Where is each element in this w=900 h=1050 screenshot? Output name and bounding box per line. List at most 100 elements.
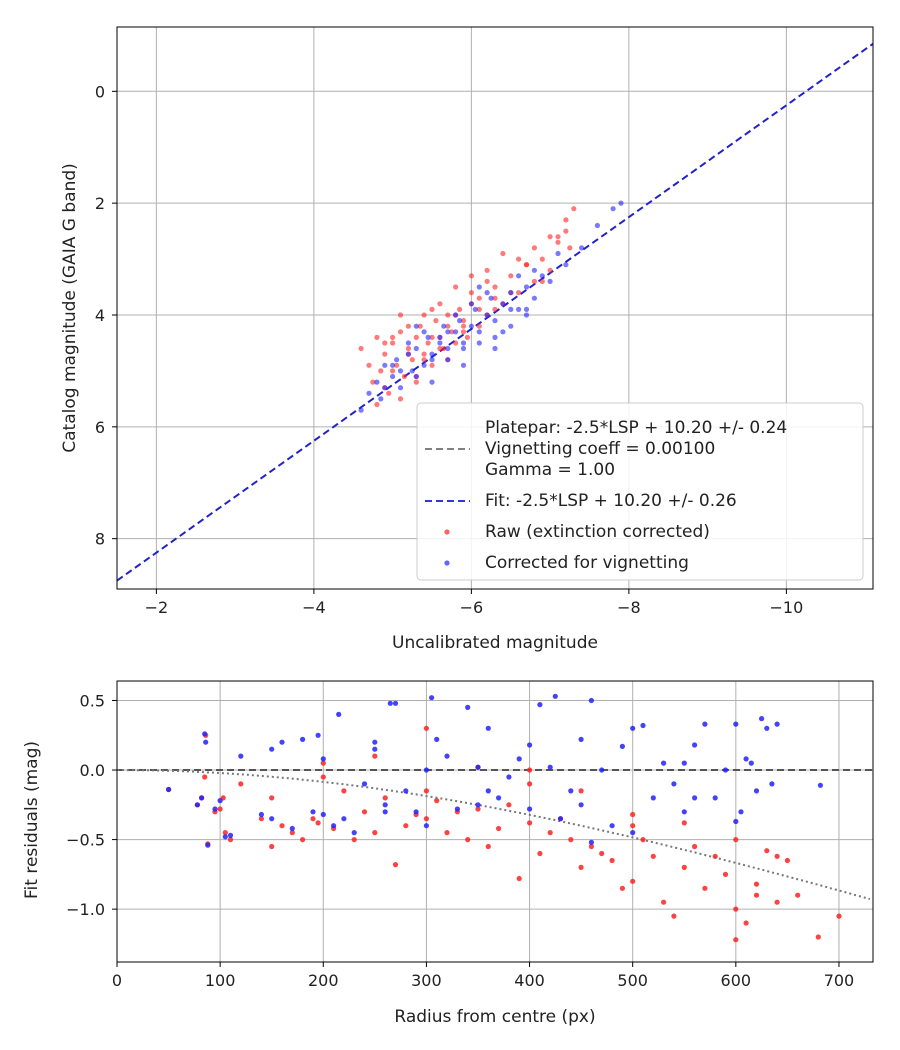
top-x-tick-label: −4 — [302, 598, 326, 617]
bot-point-series-0 — [269, 795, 275, 801]
bot-point-series-1 — [202, 731, 208, 737]
bot-point-series-0 — [516, 875, 522, 882]
bot-point-series-0 — [403, 823, 409, 829]
top-point-series-1 — [468, 323, 474, 329]
bot-point-series-1 — [361, 781, 368, 787]
bot-point-series-0 — [320, 774, 326, 780]
top-point-series-0 — [571, 206, 577, 212]
bot-point-series-1 — [351, 830, 357, 836]
top-point-series-1 — [531, 267, 538, 273]
top-point-series-1 — [488, 295, 494, 301]
bot-point-series-0 — [630, 823, 636, 829]
bot-y-tick-label: −0.5 — [66, 831, 105, 850]
bot-point-series-1 — [650, 795, 656, 801]
top-point-series-1 — [508, 290, 514, 296]
top-point-series-1 — [378, 396, 384, 402]
top-point-series-1 — [413, 373, 419, 380]
bot-point-series-1 — [320, 811, 326, 818]
bot-point-series-1 — [759, 716, 765, 722]
top-point-series-0 — [421, 357, 427, 363]
bot-y-tick-label: 0.0 — [80, 761, 105, 780]
top-point-series-0 — [358, 345, 364, 352]
top-point-series-0 — [484, 278, 490, 284]
bot-point-series-0 — [320, 760, 326, 766]
top-point-series-0 — [563, 228, 569, 234]
bot-x-tick-label: 0 — [112, 971, 122, 990]
bot-point-series-1 — [722, 767, 729, 773]
bot-point-series-1 — [444, 753, 450, 759]
bot-point-series-1 — [269, 816, 275, 822]
top-point-series-0 — [476, 323, 482, 329]
bot-point-series-1 — [578, 736, 584, 743]
top-point-series-0 — [449, 329, 455, 335]
bot-point-series-0 — [423, 725, 429, 731]
top-point-series-1 — [472, 306, 478, 312]
bot-point-series-1 — [269, 746, 275, 752]
bot-point-series-1 — [527, 806, 533, 812]
top-point-series-1 — [437, 340, 443, 346]
top-point-series-1 — [460, 340, 467, 346]
top-point-series-0 — [453, 340, 459, 346]
bot-point-series-0 — [392, 862, 399, 868]
top-point-series-1 — [390, 373, 396, 380]
top-y-tick-label: 0 — [95, 82, 105, 101]
bot-point-series-1 — [496, 795, 502, 801]
top-point-series-0 — [370, 379, 376, 385]
bot-point-series-1 — [336, 711, 342, 718]
top-point-series-1 — [508, 306, 514, 312]
bot-point-series-0 — [733, 937, 739, 943]
bot-point-series-1 — [599, 767, 605, 773]
top-point-series-0 — [476, 306, 482, 312]
bot-point-series-1 — [485, 725, 491, 731]
legend-label: Raw (extinction corrected) — [485, 522, 710, 542]
bot-point-series-1 — [547, 764, 553, 770]
bot-point-series-0 — [372, 830, 378, 836]
legend-marker-key — [444, 529, 450, 535]
top-point-series-1 — [492, 334, 498, 340]
top-point-series-1 — [445, 345, 451, 352]
bot-point-series-0 — [753, 881, 760, 887]
bot-point-series-0 — [650, 853, 656, 859]
top-y-tick-label: 4 — [95, 306, 105, 325]
bot-point-series-0 — [836, 913, 842, 919]
top-plot-frame — [116, 26, 874, 590]
bot-point-series-0 — [743, 920, 749, 926]
top-point-series-1 — [397, 368, 404, 374]
bot-point-series-1 — [769, 781, 775, 787]
bot-point-series-1 — [199, 795, 205, 801]
top-point-series-1 — [405, 340, 411, 346]
top-point-series-1 — [531, 295, 538, 301]
residuals-plot: 0 100 200 300 400 500 600 700 0.5 0.0 −0.5 −1.0 Rad… — [22, 680, 874, 1027]
bot-point-series-1 — [300, 736, 306, 743]
top-point-series-1 — [453, 329, 459, 335]
bot-point-series-1 — [661, 760, 667, 766]
bot-point-series-0 — [361, 809, 368, 815]
bot-point-series-0 — [640, 837, 646, 843]
bot-point-series-1 — [630, 725, 636, 731]
bot-x-tick-label: 500 — [617, 971, 648, 990]
top-point-series-0 — [445, 312, 451, 318]
bot-point-series-0 — [733, 837, 739, 843]
bot-point-series-0 — [774, 899, 780, 905]
bot-point-series-0 — [300, 837, 306, 843]
bot-point-series-0 — [217, 806, 223, 812]
top-point-series-0 — [429, 306, 435, 312]
top-point-series-1 — [523, 312, 530, 318]
top-point-series-0 — [382, 340, 388, 346]
top-point-series-0 — [492, 306, 498, 312]
top-point-series-0 — [539, 256, 545, 262]
bot-point-series-0 — [578, 788, 584, 794]
bot-point-series-0 — [702, 885, 708, 891]
bot-point-series-1 — [382, 809, 388, 815]
bot-point-series-0 — [568, 837, 574, 843]
top-point-series-0 — [460, 329, 467, 335]
bot-point-series-1 — [485, 788, 491, 794]
top-point-series-1 — [405, 351, 411, 357]
bot-point-series-0 — [578, 864, 584, 871]
bot-point-series-1 — [733, 818, 739, 825]
top-point-series-0 — [429, 362, 435, 368]
top-y-tick-label: 2 — [95, 194, 105, 213]
top-point-series-1 — [441, 323, 447, 329]
top-point-series-1 — [476, 340, 482, 346]
